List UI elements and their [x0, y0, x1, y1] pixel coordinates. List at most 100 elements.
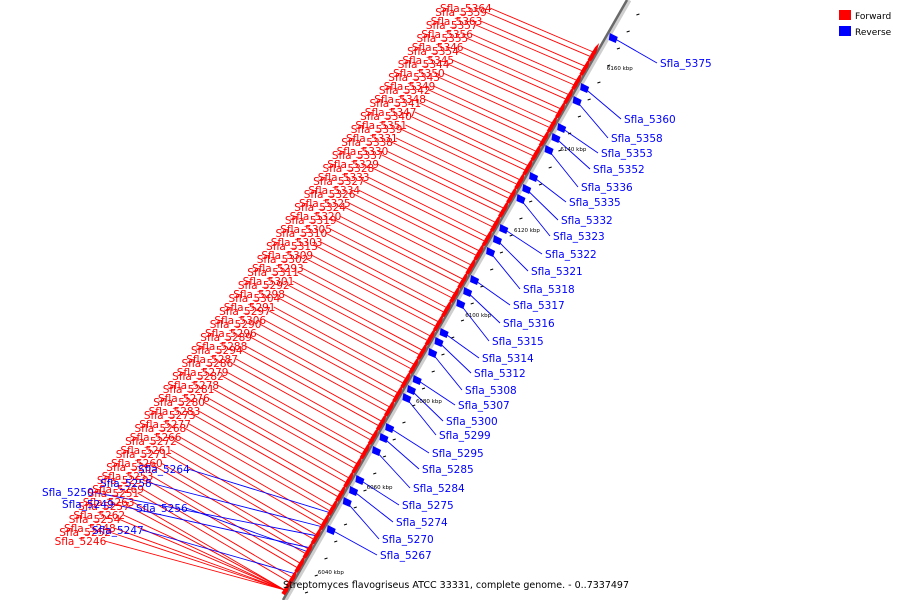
gene-label-forward[interactable]: Sfla_5349 [384, 81, 436, 93]
gene-marker-reverse[interactable] [492, 235, 502, 245]
gene-label-forward[interactable]: Sfla_5324 [294, 202, 346, 214]
gene-label-forward[interactable]: Sfla_5320 [290, 211, 342, 223]
gene-label-forward[interactable]: Sfla_5303 [271, 237, 323, 249]
gene-marker-forward[interactable] [457, 274, 467, 289]
gene-marker-reverse[interactable] [516, 194, 526, 204]
gene-marker-reverse[interactable] [499, 224, 509, 234]
gene-label-forward[interactable]: Sfla_5248 [64, 523, 116, 535]
gene-label-forward[interactable]: Sfla_5354 [407, 46, 459, 58]
gene-marker-reverse[interactable] [402, 393, 412, 403]
gene-label-forward[interactable]: Sfla_5251 [88, 488, 140, 500]
gene-marker-reverse[interactable] [608, 33, 618, 43]
gene-label-forward[interactable]: Sfla_5269 [92, 484, 144, 496]
gene-marker-forward[interactable] [392, 388, 402, 403]
gene-label-forward[interactable]: Sfla_5276 [158, 393, 210, 405]
gene-label-reverse[interactable]: Sfla_5316 [503, 318, 555, 330]
gene-marker-forward[interactable] [538, 132, 548, 147]
gene-label-reverse[interactable]: Sfla_5353 [601, 148, 653, 160]
gene-marker-forward[interactable] [441, 303, 451, 318]
gene-label-forward[interactable]: Sfla_5359 [435, 7, 487, 19]
gene-marker-reverse[interactable] [349, 486, 359, 496]
gene-label-forward[interactable]: Sfla_5345 [402, 55, 454, 67]
gene-label-forward[interactable]: Sfla_5289 [200, 332, 252, 344]
gene-label-forward[interactable]: Sfla_5280 [153, 397, 205, 409]
gene-label-reverse[interactable]: Sfla_5285 [422, 464, 474, 476]
gene-marker-reverse[interactable] [379, 433, 389, 443]
gene-label-forward[interactable]: Sfla_5304 [229, 293, 281, 305]
gene-marker-reverse[interactable] [470, 275, 480, 285]
gene-marker-reverse[interactable] [439, 328, 449, 338]
gene-label-forward[interactable]: Sfla_5297 [219, 306, 271, 318]
gene-label-forward[interactable]: Sfla_5271 [116, 449, 168, 461]
gene-marker-forward[interactable] [497, 203, 507, 218]
gene-label-forward[interactable]: Sfla_5291 [224, 302, 276, 314]
gene-label-forward[interactable]: Sfla_5313 [266, 241, 318, 253]
gene-label-reverse[interactable]: Sfla_5275 [402, 500, 454, 512]
gene-label-forward[interactable]: Sfla_5268 [135, 423, 187, 435]
gene-marker-forward[interactable] [416, 345, 426, 360]
gene-label-forward[interactable]: Sfla_5261 [120, 445, 172, 457]
gene-label-reverse[interactable]: Sfla_5295 [432, 448, 484, 460]
gene-label-forward[interactable]: Sfla_5330 [337, 146, 389, 158]
gene-label-reverse[interactable]: Sfla_5332 [561, 215, 613, 227]
gene-label-forward[interactable]: Sfla_5350 [393, 68, 445, 80]
gene-label-forward[interactable]: Sfla_5253 [102, 471, 154, 483]
gene-label-forward[interactable]: Sfla_5348 [374, 94, 426, 106]
gene-label-forward[interactable]: Sfla_5338 [341, 137, 393, 149]
gene-label-forward[interactable]: Sfla_5301 [243, 276, 295, 288]
gene-marker-reverse[interactable] [557, 123, 567, 133]
gene-marker-reverse[interactable] [551, 133, 561, 143]
gene-label-reverse[interactable]: Sfla_5308 [465, 385, 517, 397]
gene-label-reverse[interactable]: Sfla_5250 [42, 487, 94, 499]
gene-label-forward[interactable]: Sfla_5278 [167, 380, 219, 392]
gene-label-reverse[interactable]: Sfla_5267 [380, 550, 432, 562]
gene-label-forward[interactable]: Sfla_5355 [417, 33, 469, 45]
gene-marker-forward[interactable] [587, 47, 597, 62]
gene-label-forward[interactable]: Sfla_5265 [106, 462, 158, 474]
gene-label-reverse[interactable]: Sfla_5247 [92, 525, 144, 537]
gene-label-forward[interactable]: Sfla_5342 [379, 85, 431, 97]
gene-marker-forward[interactable] [343, 473, 353, 488]
gene-marker-reverse[interactable] [428, 348, 438, 358]
gene-label-forward[interactable]: Sfla_5319 [285, 215, 337, 227]
gene-label-forward[interactable]: Sfla_5262 [73, 510, 125, 522]
gene-label-forward[interactable]: Sfla_5325 [299, 198, 351, 210]
gene-label-forward[interactable]: Sfla_5337 [332, 150, 384, 162]
gene-label-forward[interactable]: Sfla_5282 [172, 371, 224, 383]
gene-label-forward[interactable]: Sfla_5344 [398, 59, 450, 71]
gene-marker-forward[interactable] [424, 331, 434, 346]
gene-marker-forward[interactable] [327, 502, 337, 516]
gene-label-reverse[interactable]: Sfla_5299 [439, 430, 491, 442]
gene-label-forward[interactable]: Sfla_5296 [205, 328, 257, 340]
gene-label-forward[interactable]: Sfla_5311 [247, 267, 299, 279]
gene-label-reverse[interactable]: Sfla_5300 [446, 416, 498, 428]
gene-marker-forward[interactable] [384, 402, 394, 417]
gene-label-forward[interactable]: Sfla_5260 [111, 458, 163, 470]
gene-label-forward[interactable]: Sfla_5294 [191, 345, 243, 357]
gene-label-reverse[interactable]: Sfla_5315 [492, 336, 544, 348]
gene-label-reverse[interactable]: Sfla_5318 [523, 284, 575, 296]
gene-label-forward[interactable]: Sfla_5254 [69, 514, 121, 526]
gene-marker-forward[interactable] [302, 544, 312, 559]
gene-label-forward[interactable]: Sfla_5331 [346, 133, 398, 145]
gene-label-forward[interactable]: Sfla_5287 [186, 354, 238, 366]
gene-label-forward[interactable]: Sfla_5290 [210, 319, 262, 331]
gene-label-reverse[interactable]: Sfla_5358 [611, 133, 663, 145]
gene-marker-forward[interactable] [563, 90, 573, 105]
gene-label-forward[interactable]: Sfla_5286 [182, 358, 234, 370]
gene-label-forward[interactable]: Sfla_5298 [233, 289, 285, 301]
gene-label-forward[interactable]: Sfla_5273 [144, 410, 196, 422]
gene-label-forward[interactable]: Sfla_5326 [304, 189, 356, 201]
gene-label-forward[interactable]: Sfla_5283 [149, 406, 201, 418]
gene-marker-reverse[interactable] [580, 83, 590, 93]
gene-label-forward[interactable]: Sfla_5340 [360, 111, 412, 123]
gene-marker-forward[interactable] [351, 459, 361, 474]
gene-label-forward[interactable]: Sfla_5292 [238, 280, 290, 292]
gene-label-reverse[interactable]: Sfla_5274 [396, 517, 448, 529]
gene-label-reverse[interactable]: Sfla_5360 [624, 114, 676, 126]
gene-label-forward[interactable]: Sfla_5306 [214, 315, 266, 327]
gene-marker-forward[interactable] [367, 431, 377, 445]
gene-label-forward[interactable]: Sfla_5328 [323, 163, 375, 175]
gene-label-reverse[interactable]: Sfla_5317 [513, 300, 565, 312]
gene-marker-reverse[interactable] [385, 423, 395, 433]
